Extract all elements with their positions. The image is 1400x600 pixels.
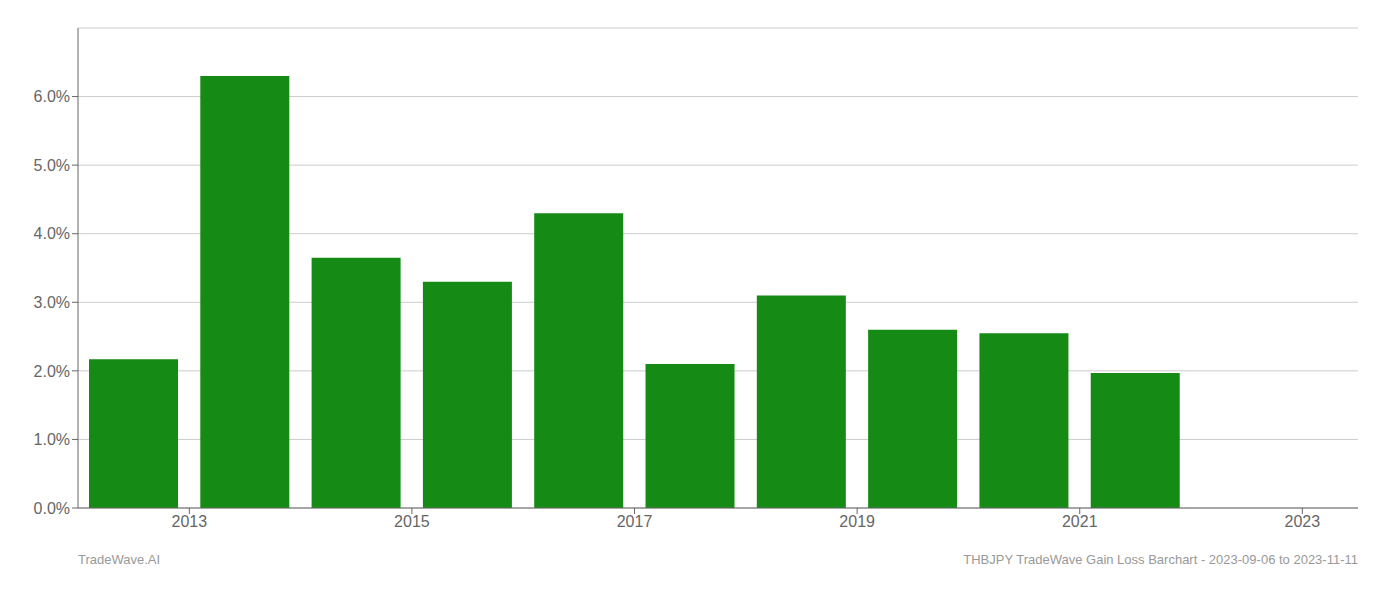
svg-text:2023: 2023 (1285, 513, 1321, 530)
svg-text:4.0%: 4.0% (34, 225, 70, 242)
html-text:TradeWave.AI: TradeWave.AI (78, 552, 161, 567)
svg-text:2019: 2019 (839, 513, 875, 530)
svg-text:5.0%: 5.0% (34, 157, 70, 174)
svg-text:3.0%: 3.0% (34, 294, 70, 311)
svg-text:6.0%: 6.0% (34, 88, 70, 105)
svg-text:2017: 2017 (617, 513, 653, 530)
svg-text:2013: 2013 (172, 513, 208, 530)
svg-text:1.0%: 1.0% (34, 431, 70, 448)
svg-text:0.0%: 0.0% (34, 500, 70, 517)
html-text:THBJPY TradeWave Gain Loss Bar: THBJPY TradeWave Gain Loss Barchart - 20… (963, 552, 1358, 567)
svg-text:2015: 2015 (394, 513, 430, 530)
svg-text:2021: 2021 (1062, 513, 1098, 530)
svg-text:2.0%: 2.0% (34, 363, 70, 380)
